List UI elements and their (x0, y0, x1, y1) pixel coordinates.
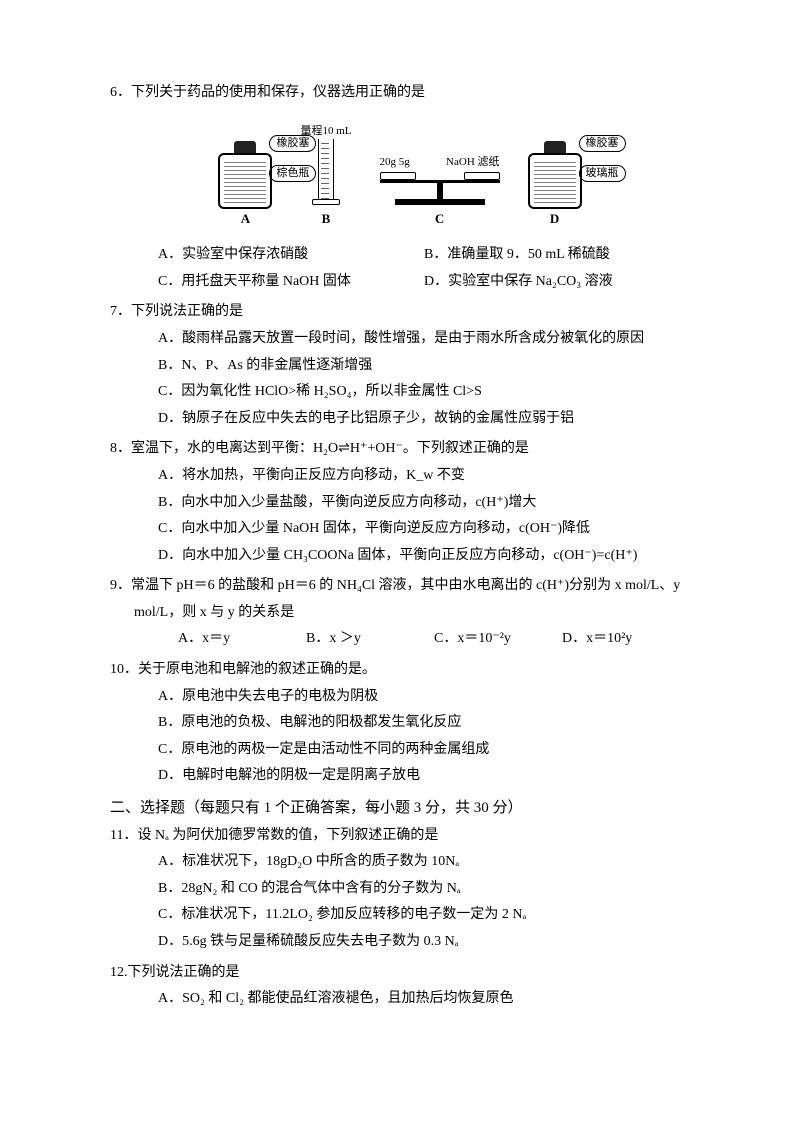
right-pan (464, 172, 500, 180)
q6-text: 下列关于药品的使用和保存，仪器选用正确的是 (131, 85, 425, 100)
callout-rubber-stopper: 橡胶塞 (269, 135, 316, 151)
q8-opt-a: A．将水加热，平衡向正反应方向移动，K_w 不变 (158, 463, 690, 490)
diagram-c-label: C (435, 207, 444, 232)
q9-opt-a: A．x＝y (178, 626, 306, 653)
q11-opt-a: A．标准状况下，18gD₂O 中所含的质子数为 10Nₐ (158, 849, 690, 876)
q8-number: 8． (110, 441, 131, 456)
diagram-a-label: A (241, 207, 250, 232)
naoh-label: NaOH (446, 156, 475, 168)
q11-number: 11． (110, 828, 137, 843)
filter-paper-label: 滤纸 (478, 156, 500, 168)
q10-opt-d: D．电解时电解池的阴极一定是阴离子放电 (158, 763, 690, 790)
q8-opt-b: B．向水中加入少量盐酸，平衡向逆反应方向移动，c(H⁺)增大 (158, 490, 690, 517)
weights-label: 20g 5g (380, 152, 410, 173)
question-12: 12.下列说法正确的是 A．SO₂ 和 Cl₂ 都能使品红溶液褪色，且加热后均恢… (110, 960, 690, 1013)
q6-opt-d: D．实验室中保存 Na₂CO₃ 溶液 (424, 269, 690, 296)
q11-opt-b: B．28gN₂ 和 CO 的混合气体中含有的分子数为 Nₐ (158, 876, 690, 903)
q11-text: 设 Nₐ 为阿伏加德罗常数的值，下列叙述正确的是 (137, 828, 438, 843)
q7-opt-d: D．钠原子在反应中失去的电子比铝原子少，故钠的金属性应弱于铝 (158, 406, 690, 433)
q8-opt-d: D．向水中加入少量 CH₃COONa 固体，平衡向正反应方向移动，c(OH⁻)=… (158, 543, 690, 570)
q9-opt-d: D．x＝10²y (562, 626, 690, 653)
question-8: 8．室温下，水的电离达到平衡：H₂O⇌H⁺+OH⁻。下列叙述正确的是 A．将水加… (110, 436, 690, 569)
bottle-d: 橡胶塞 玻璃瓶 (528, 141, 582, 205)
question-6: 6．下列关于药品的使用和保存，仪器选用正确的是 橡胶塞 棕色瓶 A 量程10 m… (110, 80, 690, 295)
exam-page: 6．下列关于药品的使用和保存，仪器选用正确的是 橡胶塞 棕色瓶 A 量程10 m… (0, 0, 800, 1067)
callout-rubber-stopper-d: 橡胶塞 (579, 135, 626, 151)
q7-options: A．酸雨样品露天放置一段时间，酸性增强，是由于雨水所含成分被氧化的原因 B．N、… (110, 326, 690, 432)
diagram-c: 20g 5g NaOH 滤纸 C (380, 152, 500, 233)
q8-options: A．将水加热，平衡向正反应方向移动，K_w 不变 B．向水中加入少量盐酸，平衡向… (110, 463, 690, 569)
q6-diagram-row: 橡胶塞 棕色瓶 A 量程10 mL B 2 (110, 121, 690, 233)
q12-number: 12. (110, 965, 128, 980)
question-10: 10．关于原电池和电解池的叙述正确的是。 A．原电池中失去电子的电极为阴极 B．… (110, 657, 690, 790)
balance-scale: 20g 5g NaOH 滤纸 (380, 152, 500, 206)
q10-opt-b: B．原电池的负极、电解池的阳极都发生氧化反应 (158, 710, 690, 737)
q6-opt-a: A．实验室中保存浓硝酸 (158, 242, 424, 269)
q9-number: 9． (110, 578, 131, 593)
question-11: 11．设 Nₐ 为阿伏加德罗常数的值，下列叙述正确的是 A．标准状况下，18gD… (110, 823, 690, 956)
q10-opt-c: C．原电池的两极一定是由活动性不同的两种金属组成 (158, 737, 690, 764)
q9-options: A．x＝y B．x ＞y C．x＝10⁻²y D．x＝10²y (110, 626, 690, 653)
q10-opt-a: A．原电池中失去电子的电极为阴极 (158, 684, 690, 711)
q6-options: A．实验室中保存浓硝酸 B．准确量取 9．50 mL 稀硫酸 C．用托盘天平称量… (110, 242, 690, 295)
diagram-d: 橡胶塞 玻璃瓶 D (528, 141, 582, 232)
callout-brown-bottle: 棕色瓶 (269, 165, 316, 181)
q11-opt-d: D．5.6g 铁与足量稀硫酸反应失去电子数为 0.3 Nₐ (158, 929, 690, 956)
graduated-cylinder (312, 139, 340, 205)
q10-text: 关于原电池和电解池的叙述正确的是。 (138, 662, 376, 677)
q8-text: 室温下，水的电离达到平衡：H₂O⇌H⁺+OH⁻。下列叙述正确的是 (131, 441, 529, 456)
q6-opt-c: C．用托盘天平称量 NaOH 固体 (158, 269, 424, 296)
question-9: 9．常温下 pH＝6 的盐酸和 pH＝6 的 NH₄Cl 溶液，其中由水电离出的… (110, 573, 690, 653)
section-2-title: 二、选择题（每题只有 1 个正确答案，每小题 3 分，共 30 分） (110, 794, 690, 823)
q10-number: 10． (110, 662, 138, 677)
diagram-a: 橡胶塞 棕色瓶 A (218, 141, 272, 232)
bottle-a: 橡胶塞 棕色瓶 (218, 141, 272, 205)
q7-text: 下列说法正确的是 (131, 304, 243, 319)
q12-options: A．SO₂ 和 Cl₂ 都能使品红溶液褪色，且加热后均恢复原色 (110, 986, 690, 1013)
callout-glass-bottle: 玻璃瓶 (579, 165, 626, 181)
q9-opt-b: B．x ＞y (306, 626, 434, 653)
diagram-d-label: D (550, 207, 559, 232)
q12-text: 下列说法正确的是 (128, 965, 240, 980)
q9-text-line2: mol/L，则 x 与 y 的关系是 (110, 600, 690, 627)
q6-number: 6． (110, 85, 131, 100)
q7-opt-a: A．酸雨样品露天放置一段时间，酸性增强，是由于雨水所含成分被氧化的原因 (158, 326, 690, 353)
diagram-b-label: B (322, 207, 331, 232)
q9-text-line1: 常温下 pH＝6 的盐酸和 pH＝6 的 NH₄Cl 溶液，其中由水电离出的 c… (131, 578, 680, 593)
q9-opt-c: C．x＝10⁻²y (434, 626, 562, 653)
q11-options: A．标准状况下，18gD₂O 中所含的质子数为 10Nₐ B．28gN₂ 和 C… (110, 849, 690, 955)
question-7: 7．下列说法正确的是 A．酸雨样品露天放置一段时间，酸性增强，是由于雨水所含成分… (110, 299, 690, 432)
q7-number: 7． (110, 304, 131, 319)
q12-opt-a: A．SO₂ 和 Cl₂ 都能使品红溶液褪色，且加热后均恢复原色 (158, 986, 690, 1013)
q7-opt-b: B．N、P、As 的非金属性逐渐增强 (158, 353, 690, 380)
left-pan (380, 172, 416, 180)
q10-options: A．原电池中失去电子的电极为阴极 B．原电池的负极、电解池的阳极都发生氧化反应 … (110, 684, 690, 790)
q6-opt-b: B．准确量取 9．50 mL 稀硫酸 (424, 242, 690, 269)
q7-opt-c: C．因为氧化性 HClO>稀 H₂SO₄，所以非金属性 Cl>S (158, 379, 690, 406)
q8-opt-c: C．向水中加入少量 NaOH 固体，平衡向逆反应方向移动，c(OH⁻)降低 (158, 516, 690, 543)
q11-opt-c: C．标准状况下，11.2LO₂ 参加反应转移的电子数一定为 2 Nₐ (158, 902, 690, 929)
